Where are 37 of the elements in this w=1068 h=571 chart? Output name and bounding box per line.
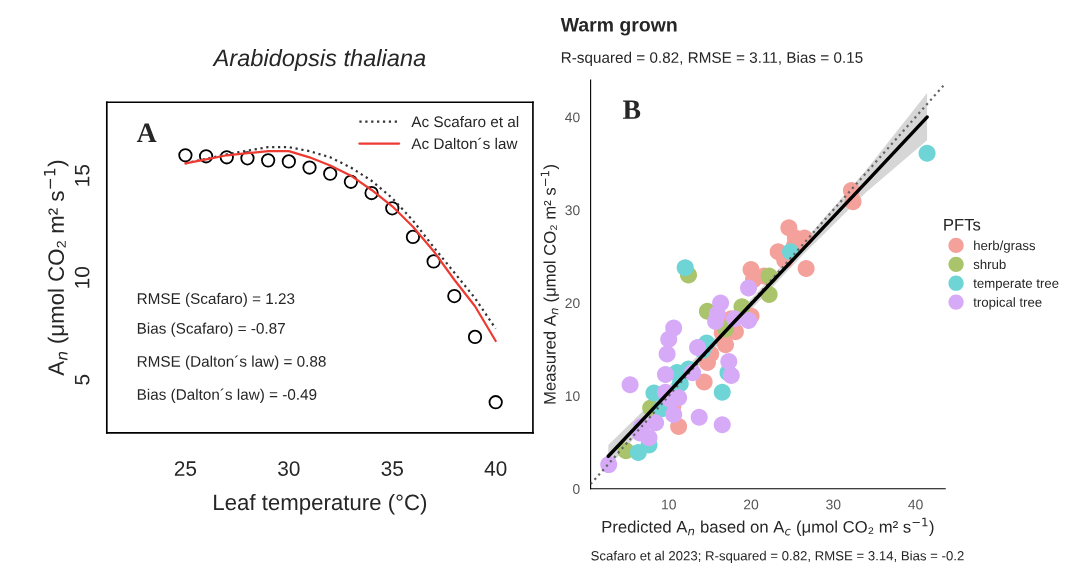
- annotation: A: [136, 123, 157, 142]
- y-tick-label: 0: [573, 484, 580, 494]
- x-axis-title: Leaf temperature (°C): [214, 493, 427, 515]
- legend-label: tropical tree: [973, 297, 1042, 310]
- text: Scafaro et al 2023; R-squared = 0.82, RMSE = 3.14, Bias = -0.2: [591, 550, 964, 564]
- y-tick-label: 30: [565, 205, 580, 216]
- x-tick-label: 40: [908, 499, 923, 510]
- y-tick-label: 20: [565, 298, 580, 309]
- annotation: Bias (Scafaro) = -0.87: [137, 322, 285, 337]
- legend-title: PFTs: [944, 218, 981, 231]
- x-tick-label: 25: [174, 461, 197, 476]
- y-axis-title: A$_{n}$ (μmol CO₂ m² s$^{−1}$): [43, 160, 69, 376]
- annotation: RMSE (Dalton´s law) = 0.88: [137, 355, 326, 370]
- legend-label: Ac Dalton´s law: [411, 137, 518, 150]
- chart-title: Arabidopsis thaliana: [212, 48, 426, 71]
- y-tick-label: 40: [565, 112, 580, 123]
- legend-label: herb/grass: [974, 240, 1036, 253]
- y-axis-title: Measured A$_{n}$ (μmol CO₂ m² s$^{−1}$): [540, 164, 560, 404]
- x-axis-title: Predicted A$_{n}$ based on A$_{c}$ (μmol CO₂ m² s$^{−1}$): [602, 517, 934, 537]
- y-tick-label: 10: [74, 266, 90, 288]
- y-tick-label: 15: [74, 164, 90, 186]
- y-tick-label: 5: [74, 374, 90, 385]
- chart-subtitle: R-squared = 0.82, RMSE = 3.11, Bias = 0.15: [561, 51, 863, 66]
- chart-title: Warm grown: [560, 18, 677, 36]
- x-tick-label: 10: [662, 499, 676, 510]
- annotation: B: [622, 100, 641, 119]
- x-tick-label: 40: [484, 461, 507, 476]
- x-tick-label: 20: [744, 499, 759, 510]
- legend-label: shrub: [973, 259, 1006, 270]
- x-tick-label: 35: [381, 461, 403, 476]
- x-tick-label: 30: [278, 461, 300, 476]
- legend-label: temperate tree: [973, 279, 1059, 291]
- annotation: Bias (Dalton´s law) = -0.49: [137, 388, 317, 403]
- annotation: RMSE (Scafaro) = 1.23: [137, 292, 295, 308]
- x-tick-label: 30: [826, 499, 841, 510]
- y-tick-label: 10: [565, 391, 580, 402]
- legend-label: Ac Scafaro et al: [411, 115, 519, 128]
